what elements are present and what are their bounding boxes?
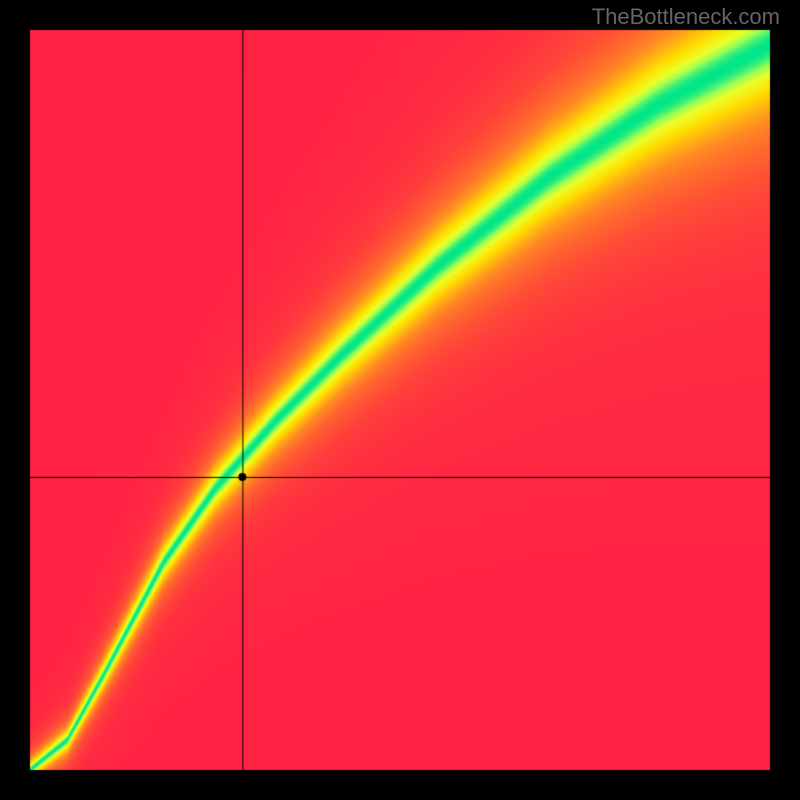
- watermark-text: TheBottleneck.com: [592, 4, 780, 30]
- bottleneck-heatmap: [0, 0, 800, 800]
